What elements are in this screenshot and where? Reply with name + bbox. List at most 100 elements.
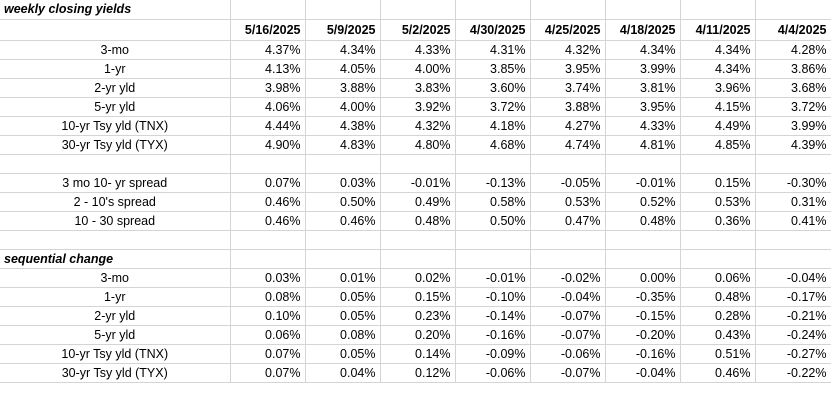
blank-cell[interactable]	[530, 0, 606, 20]
value-cell[interactable]: 0.08%	[305, 325, 381, 345]
blank-cell[interactable]	[530, 230, 606, 250]
value-cell[interactable]: 4.28%	[755, 40, 831, 60]
value-cell[interactable]: 0.05%	[305, 344, 381, 364]
section-title[interactable]: weekly closing yields	[0, 0, 231, 20]
value-cell[interactable]: 4.32%	[380, 116, 456, 136]
value-cell[interactable]: 3.72%	[455, 97, 531, 117]
value-cell[interactable]: 0.50%	[305, 192, 381, 212]
value-cell[interactable]: 4.33%	[605, 116, 681, 136]
value-cell[interactable]: 4.00%	[305, 97, 381, 117]
blank-cell[interactable]	[305, 230, 381, 250]
value-cell[interactable]: 0.14%	[380, 344, 456, 364]
value-cell[interactable]: 3.95%	[530, 59, 606, 79]
value-cell[interactable]: 4.33%	[380, 40, 456, 60]
value-cell[interactable]: -0.07%	[530, 306, 606, 326]
value-cell[interactable]: 0.31%	[755, 192, 831, 212]
row-label[interactable]: 1-yr	[0, 287, 231, 307]
date-header[interactable]: 5/2/2025	[380, 19, 456, 41]
value-cell[interactable]: -0.16%	[455, 325, 531, 345]
value-cell[interactable]: 0.06%	[680, 268, 756, 288]
value-cell[interactable]: 4.39%	[755, 135, 831, 155]
value-cell[interactable]: 4.34%	[605, 40, 681, 60]
blank-cell[interactable]	[380, 0, 456, 20]
value-cell[interactable]: -0.06%	[530, 344, 606, 364]
blank-cell[interactable]	[230, 230, 306, 250]
value-cell[interactable]: 4.74%	[530, 135, 606, 155]
row-label[interactable]: 2 - 10's spread	[0, 192, 231, 212]
blank-cell[interactable]	[380, 249, 456, 269]
value-cell[interactable]: 0.05%	[305, 306, 381, 326]
value-cell[interactable]: -0.35%	[605, 287, 681, 307]
value-cell[interactable]: 3.99%	[605, 59, 681, 79]
blank-cell[interactable]	[0, 230, 231, 250]
value-cell[interactable]: 4.90%	[230, 135, 306, 155]
value-cell[interactable]: 0.23%	[380, 306, 456, 326]
value-cell[interactable]: 0.50%	[455, 211, 531, 231]
value-cell[interactable]: 0.12%	[380, 363, 456, 383]
blank-cell[interactable]	[305, 0, 381, 20]
blank-cell[interactable]	[605, 154, 681, 174]
value-cell[interactable]: -0.05%	[530, 173, 606, 193]
value-cell[interactable]: 0.28%	[680, 306, 756, 326]
value-cell[interactable]: 4.32%	[530, 40, 606, 60]
value-cell[interactable]: 0.49%	[380, 192, 456, 212]
value-cell[interactable]: 0.07%	[230, 344, 306, 364]
value-cell[interactable]: 4.34%	[305, 40, 381, 60]
value-cell[interactable]: 4.38%	[305, 116, 381, 136]
value-cell[interactable]: 3.96%	[680, 78, 756, 98]
blank-cell[interactable]	[680, 154, 756, 174]
value-cell[interactable]: 3.88%	[530, 97, 606, 117]
value-cell[interactable]: -0.04%	[755, 268, 831, 288]
blank-cell[interactable]	[755, 249, 831, 269]
row-label[interactable]: 5-yr yld	[0, 325, 231, 345]
section-title[interactable]: sequential change	[0, 249, 231, 269]
value-cell[interactable]: 0.03%	[230, 268, 306, 288]
blank-cell[interactable]	[755, 230, 831, 250]
value-cell[interactable]: 4.31%	[455, 40, 531, 60]
value-cell[interactable]: -0.14%	[455, 306, 531, 326]
value-cell[interactable]: 0.03%	[305, 173, 381, 193]
value-cell[interactable]: -0.16%	[605, 344, 681, 364]
value-cell[interactable]: 0.53%	[680, 192, 756, 212]
value-cell[interactable]: 4.49%	[680, 116, 756, 136]
row-label[interactable]: 1-yr	[0, 59, 231, 79]
value-cell[interactable]: 4.81%	[605, 135, 681, 155]
value-cell[interactable]: 4.13%	[230, 59, 306, 79]
value-cell[interactable]: -0.27%	[755, 344, 831, 364]
value-cell[interactable]: 0.48%	[605, 211, 681, 231]
row-label[interactable]: 3-mo	[0, 40, 231, 60]
value-cell[interactable]: -0.01%	[380, 173, 456, 193]
value-cell[interactable]: 4.34%	[680, 40, 756, 60]
value-cell[interactable]: 3.68%	[755, 78, 831, 98]
date-header[interactable]: 4/25/2025	[530, 19, 606, 41]
value-cell[interactable]: 0.41%	[755, 211, 831, 231]
value-cell[interactable]: 3.92%	[380, 97, 456, 117]
blank-cell[interactable]	[605, 249, 681, 269]
value-cell[interactable]: 4.85%	[680, 135, 756, 155]
value-cell[interactable]: 3.60%	[455, 78, 531, 98]
value-cell[interactable]: 0.07%	[230, 363, 306, 383]
value-cell[interactable]: -0.01%	[605, 173, 681, 193]
blank-cell[interactable]	[755, 0, 831, 20]
date-header[interactable]: 4/11/2025	[680, 19, 756, 41]
date-header[interactable]: 5/16/2025	[230, 19, 306, 41]
value-cell[interactable]: -0.15%	[605, 306, 681, 326]
row-label[interactable]: 2-yr yld	[0, 78, 231, 98]
value-cell[interactable]: 0.43%	[680, 325, 756, 345]
value-cell[interactable]: 3.98%	[230, 78, 306, 98]
value-cell[interactable]: 0.15%	[380, 287, 456, 307]
row-label[interactable]: 3-mo	[0, 268, 231, 288]
blank-cell[interactable]	[380, 230, 456, 250]
blank-cell[interactable]	[755, 154, 831, 174]
value-cell[interactable]: 4.18%	[455, 116, 531, 136]
row-label[interactable]: 5-yr yld	[0, 97, 231, 117]
blank-cell[interactable]	[530, 154, 606, 174]
blank-cell[interactable]	[680, 230, 756, 250]
date-header[interactable]: 5/9/2025	[305, 19, 381, 41]
value-cell[interactable]: -0.22%	[755, 363, 831, 383]
value-cell[interactable]: 4.00%	[380, 59, 456, 79]
value-cell[interactable]: 4.83%	[305, 135, 381, 155]
value-cell[interactable]: 0.48%	[680, 287, 756, 307]
value-cell[interactable]: 0.15%	[680, 173, 756, 193]
blank-cell[interactable]	[455, 249, 531, 269]
